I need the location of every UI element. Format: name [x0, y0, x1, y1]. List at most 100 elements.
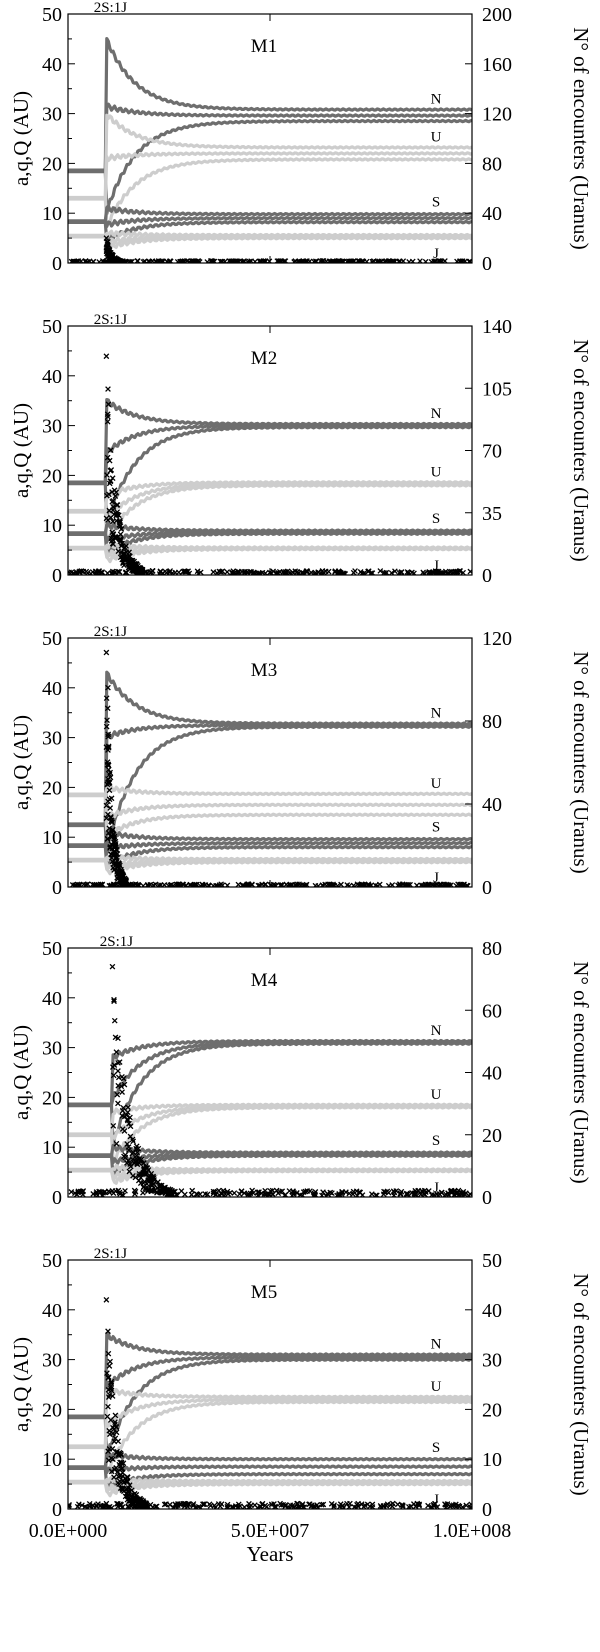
encounter-point	[115, 1480, 121, 1486]
planet-label-u: U	[431, 776, 442, 792]
right-tick-label: 20	[482, 1125, 502, 1147]
encounter-point	[140, 1184, 147, 1191]
series-u-a	[68, 793, 472, 821]
encounter-point	[79, 1502, 85, 1509]
encounter-point	[118, 1459, 125, 1466]
encounter-point	[105, 386, 111, 392]
encounter-point	[224, 569, 231, 575]
right-tick-label: 10	[482, 1449, 502, 1471]
encounter-point	[235, 881, 242, 887]
encounter-point	[141, 1502, 148, 1509]
encounter-point	[99, 881, 106, 887]
encounter-point	[190, 1501, 197, 1507]
encounter-point	[68, 1503, 72, 1509]
encounter-point	[435, 568, 442, 575]
encounter-markers	[68, 353, 472, 575]
planet-label-u: U	[431, 130, 442, 146]
left-tick-label: 50	[42, 4, 62, 26]
encounter-point	[313, 258, 320, 263]
encounter-point	[247, 1190, 254, 1197]
encounter-point	[109, 1393, 116, 1399]
series-n-Q	[68, 36, 472, 172]
series-n-q	[68, 118, 472, 216]
encounter-point	[322, 881, 328, 887]
encounter-point	[282, 1502, 289, 1508]
left-tick-label: 10	[42, 1449, 62, 1471]
encounter-point	[103, 515, 110, 522]
encounter-point	[177, 1501, 183, 1508]
encounter-point	[127, 1123, 134, 1130]
encounter-point	[350, 569, 357, 575]
encounter-point	[455, 1502, 462, 1509]
encounter-point	[109, 498, 116, 505]
encounter-point	[347, 1500, 353, 1507]
left-tick-label: 10	[42, 203, 62, 225]
encounter-point	[86, 1503, 93, 1509]
encounter-point	[278, 1502, 285, 1508]
series-n-a	[68, 1354, 472, 1419]
encounter-point	[148, 1180, 155, 1186]
encounter-point	[259, 569, 266, 575]
series-j-Q	[68, 853, 472, 862]
encounter-point	[217, 1503, 224, 1509]
encounter-point	[246, 258, 253, 263]
encounter-point	[346, 1190, 353, 1197]
encounter-point	[218, 1191, 225, 1197]
series-s-q	[68, 219, 472, 245]
right-tick-label: 30	[482, 1350, 502, 1372]
encounter-point	[120, 880, 127, 886]
encounter-point	[202, 1191, 209, 1197]
encounter-point	[189, 1187, 196, 1194]
encounter-point	[111, 487, 118, 494]
encounter-point	[115, 1059, 121, 1066]
encounter-point	[378, 258, 385, 263]
encounter-point	[76, 881, 82, 887]
right-tick-label: 140	[482, 316, 512, 338]
planet-label-u: U	[431, 464, 442, 480]
encounter-point	[68, 569, 73, 575]
encounter-point	[106, 507, 113, 514]
encounter-point	[122, 876, 129, 883]
left-tick-label: 20	[42, 153, 62, 175]
right-axis-label: N° of encounters (Uranus)	[569, 27, 593, 249]
encounter-point	[123, 549, 130, 556]
left-tick-label: 50	[42, 628, 62, 650]
encounter-point	[82, 882, 88, 887]
encounter-point	[117, 523, 124, 529]
encounter-point	[105, 744, 112, 751]
encounter-point	[403, 1191, 410, 1197]
series-j-Q	[68, 1163, 472, 1172]
encounter-point	[127, 1497, 134, 1504]
encounter-point	[222, 258, 228, 263]
encounter-point	[97, 1502, 104, 1509]
encounter-point	[391, 1189, 398, 1196]
encounter-point	[130, 1172, 136, 1179]
series-u-Q	[68, 784, 472, 797]
encounter-point	[115, 1100, 121, 1107]
encounter-point	[454, 258, 460, 263]
plot-area	[68, 1296, 472, 1509]
encounter-point	[111, 867, 117, 873]
encounter-point	[448, 568, 455, 575]
resonance-annotation: 2S:1J	[94, 624, 128, 640]
right-tick-label: 70	[482, 441, 502, 463]
encounter-point	[152, 258, 159, 263]
encounter-point	[148, 1170, 155, 1177]
encounter-point	[357, 569, 364, 575]
encounter-point	[108, 467, 115, 473]
encounter-point	[377, 1503, 384, 1509]
left-tick-label: 0	[52, 253, 62, 275]
encounter-point	[132, 1158, 139, 1165]
encounter-point	[74, 881, 81, 887]
encounter-point	[111, 511, 117, 518]
encounter-point	[109, 475, 116, 481]
right-tick-label: 80	[482, 938, 502, 960]
encounter-point	[111, 1474, 117, 1481]
encounter-point	[312, 1191, 318, 1197]
encounter-point	[133, 1152, 140, 1159]
encounter-point	[124, 1474, 131, 1480]
encounter-markers	[68, 963, 472, 1197]
encounter-point	[350, 882, 357, 887]
series-j-Q	[68, 229, 472, 238]
encounter-point	[181, 568, 188, 574]
